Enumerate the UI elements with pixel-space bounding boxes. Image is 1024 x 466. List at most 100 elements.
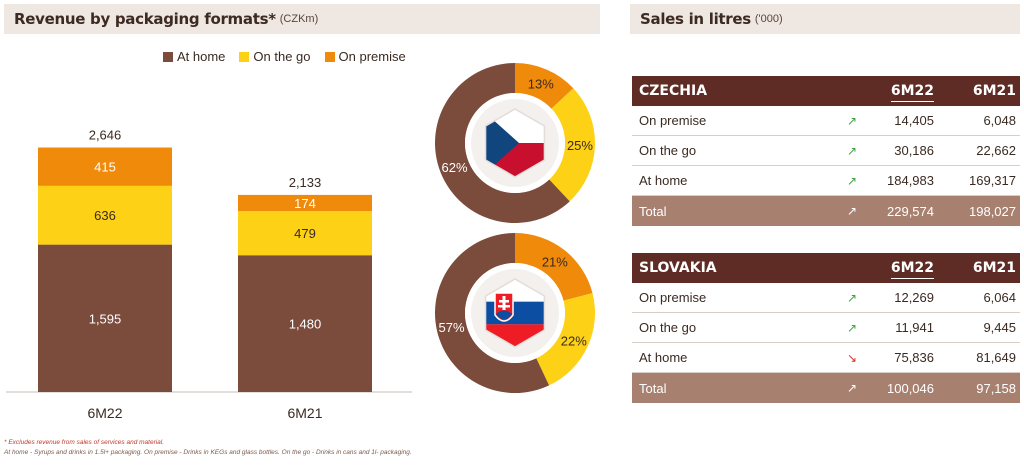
bar-total-6m22: 2,646: [89, 128, 122, 143]
table-row: At home ↗ 184,983 169,317: [632, 166, 1020, 196]
legend-item-at-home: At home: [163, 49, 225, 64]
row-label: At home: [639, 350, 688, 365]
trend-up-icon: ↗: [846, 320, 858, 335]
slovakia-col-6m21: 6M21: [972, 260, 1016, 276]
revenue-unit: (CZKm): [279, 13, 319, 25]
trend-up-icon: ↗: [846, 113, 858, 128]
row-value-6m21: 169,317: [969, 173, 1016, 188]
row-label: On premise: [639, 113, 707, 128]
flag-hexagon-border: [484, 278, 546, 348]
footnote-excludes: * Excludes revenue from sales of service…: [4, 439, 165, 446]
row-label: On the go: [639, 143, 697, 158]
revenue-panel-header: Revenue by packaging formats* (CZKm): [4, 4, 600, 34]
bar-label-on-the-go-6m21: 479: [294, 226, 316, 241]
row-value-6m22: 184,983: [887, 173, 934, 188]
row-label: On the go: [639, 320, 697, 335]
bar-label-on-premise-6m21: 174: [294, 196, 316, 211]
slovakia-table-header: SLOVAKIA 6M22 6M21: [632, 253, 1020, 283]
legend-label-on-the-go: On the go: [253, 49, 311, 64]
chart-legend: At home On the go On premise: [163, 49, 406, 64]
bar-on-the-go-6m22: [38, 185, 172, 245]
table-row: On premise ↗ 12,269 6,064: [632, 283, 1020, 313]
donut-slice-at-home: [434, 63, 570, 223]
donut-label-at-home: 57%: [439, 320, 465, 335]
row-value-6m21: 6,048: [983, 113, 1016, 128]
czechia-col-6m22: 6M22: [890, 83, 934, 102]
row-value-6m21: 22,662: [976, 143, 1016, 158]
legend-item-on-the-go: On the go: [239, 49, 311, 64]
revenue-title: Revenue by packaging formats*: [14, 10, 276, 28]
row-value-6m22: 75,836: [894, 350, 934, 365]
trend-up-icon: ↗: [846, 381, 858, 395]
czechia-col-6m21: 6M21: [972, 83, 1016, 99]
category-label-6m22: 6M22: [87, 405, 122, 421]
bar-at-home-6m22: [38, 244, 172, 392]
table-row: On the go ↗ 11,941 9,445: [632, 313, 1020, 343]
bar-on-premise-6m21: [238, 194, 372, 211]
donut-label-on-premise: 13%: [528, 76, 554, 91]
row-value-6m21: 9,445: [983, 320, 1016, 335]
slovakia-col-6m22: 6M22: [890, 260, 934, 279]
donut-chart-slovakia: 21% 22% 57%: [435, 233, 595, 393]
bar-on-premise-6m22: [38, 147, 172, 186]
bar-label-on-premise-6m22: 415: [94, 160, 116, 175]
legend-label-on-premise: On premise: [338, 49, 406, 64]
legend-label-at-home: At home: [177, 49, 226, 64]
row-value-6m22: 14,405: [894, 113, 934, 128]
donut-slice-at-home: [435, 233, 550, 393]
bar-label-at-home-6m21: 1,480: [289, 317, 322, 332]
czechia-table: CZECHIA 6M22 6M21 On premise ↗ 14,405 6,…: [632, 76, 1020, 226]
trend-up-icon: ↗: [846, 290, 858, 305]
total-value-6m22: 100,046: [887, 380, 934, 396]
bar-label-on-the-go-6m22: 636: [94, 208, 116, 223]
donut-label-on-the-go: 25%: [567, 138, 593, 153]
row-value-6m22: 12,269: [894, 290, 934, 305]
donut-label-on-premise: 21%: [542, 255, 568, 270]
bar-total-6m21: 2,133: [289, 175, 322, 190]
bar-at-home-6m21: [238, 255, 372, 392]
total-label: Total: [639, 380, 667, 396]
footnote-definitions: At home - Syrups and drinks in 1.5l+ pac…: [4, 449, 412, 456]
stacked-bar-chart: 1,595 636 415 2,646 6M22 1,480 479 174 2,133 6M21: [6, 128, 412, 421]
sales-panel-header: Sales in litres ('000): [630, 4, 1020, 34]
slovakia-table: SLOVAKIA 6M22 6M21 On premise ↗ 12,269 6…: [632, 253, 1020, 403]
donut-slice-on-the-go: [549, 88, 595, 202]
table-row: On premise ↗ 14,405 6,048: [632, 106, 1020, 136]
row-value-6m21: 6,064: [983, 290, 1016, 305]
czechia-table-title: CZECHIA: [639, 83, 708, 99]
total-label: Total: [639, 203, 667, 219]
table-total-row: Total ↗ 100,046 97,158: [632, 373, 1020, 403]
trend-down-icon: ↘: [846, 350, 858, 365]
trend-up-icon: ↗: [846, 173, 858, 188]
row-value-6m22: 11,941: [895, 320, 934, 335]
donut-slice-on-premise: [515, 63, 574, 109]
legend-swatch-on-premise: [324, 51, 335, 62]
total-value-6m21: 198,027: [969, 203, 1016, 219]
legend-item-on-premise: On premise: [324, 49, 406, 64]
bar-on-the-go-6m21: [238, 210, 372, 256]
row-value-6m21: 81,649: [976, 350, 1016, 365]
bar-label-at-home-6m22: 1,595: [89, 311, 122, 326]
total-value-6m22: 229,574: [887, 203, 934, 219]
donut-label-at-home: 62%: [442, 160, 468, 175]
sales-title: Sales in litres: [640, 10, 751, 28]
trend-up-icon: ↗: [846, 143, 858, 158]
total-value-6m21: 97,158: [976, 380, 1016, 396]
table-row: On the go ↗ 30,186 22,662: [632, 136, 1020, 166]
donut-label-on-the-go: 22%: [561, 334, 587, 349]
legend-swatch-on-the-go: [239, 51, 250, 62]
sales-unit: ('000): [754, 13, 783, 25]
row-label: On premise: [639, 290, 707, 305]
trend-up-icon: ↗: [846, 204, 858, 218]
table-total-row: Total ↗ 229,574 198,027: [632, 196, 1020, 226]
slovakia-table-title: SLOVAKIA: [639, 260, 717, 276]
donut-slice-on-the-go: [536, 293, 595, 386]
category-label-6m21: 6M21: [287, 405, 322, 421]
czechia-table-header: CZECHIA 6M22 6M21: [632, 76, 1020, 106]
footnotes: * Excludes revenue from sales of service…: [4, 438, 412, 458]
donut-slice-on-premise: [515, 233, 593, 301]
table-row: At home ↘ 75,836 81,649: [632, 343, 1020, 373]
donut-chart-czechia: 13% 25% 62%: [434, 63, 595, 223]
row-value-6m22: 30,186: [894, 143, 934, 158]
legend-swatch-at-home: [163, 51, 173, 62]
